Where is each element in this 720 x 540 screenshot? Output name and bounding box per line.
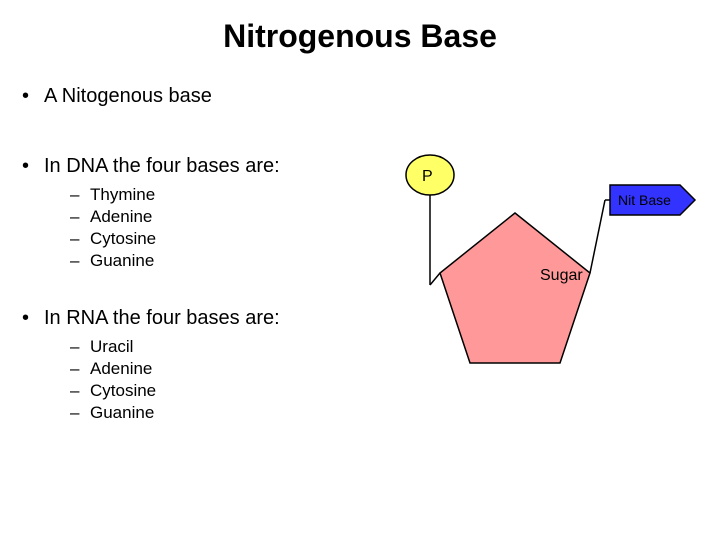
bullet-dna-item: –Cytosine [70, 229, 156, 249]
bullet-text: Cytosine [90, 381, 156, 400]
dash-marker: – [70, 185, 90, 205]
bullet-text: Thymine [90, 185, 155, 204]
nucleotide-svg: P Sugar Nit Base [380, 145, 710, 375]
bullet-nitogenous: •A Nitogenous base [22, 85, 212, 108]
nitbase-label: Nit Base [618, 192, 671, 208]
bullet-dna: •In DNA the four bases are: [22, 155, 280, 178]
bullet-dna-item: –Thymine [70, 185, 155, 205]
phosphate-label: P [422, 168, 433, 185]
bullet-text: A Nitogenous base [44, 85, 212, 107]
bullet-text: Cytosine [90, 229, 156, 248]
bullet-dna-item: –Adenine [70, 207, 152, 227]
dash-marker: – [70, 251, 90, 271]
bullet-marker: • [22, 155, 44, 178]
dash-marker: – [70, 381, 90, 401]
bullet-text: Guanine [90, 403, 154, 422]
bullet-text: In RNA the four bases are: [44, 307, 280, 329]
dash-marker: – [70, 337, 90, 357]
bullet-rna-item: –Adenine [70, 359, 152, 379]
bullet-marker: • [22, 307, 44, 330]
bullet-marker: • [22, 85, 44, 108]
dash-marker: – [70, 229, 90, 249]
connector-sugar-base [590, 200, 605, 273]
dash-marker: – [70, 403, 90, 423]
bullet-text: In DNA the four bases are: [44, 155, 280, 177]
dash-marker: – [70, 359, 90, 379]
bullet-text: Adenine [90, 359, 152, 378]
bullet-text: Adenine [90, 207, 152, 226]
sugar-label: Sugar [540, 267, 583, 284]
dash-marker: – [70, 207, 90, 227]
bullet-text: Uracil [90, 337, 133, 356]
sugar-pentagon [440, 213, 590, 363]
bullet-rna-item: –Cytosine [70, 381, 156, 401]
bullet-rna-item: –Guanine [70, 403, 154, 423]
bullet-rna: •In RNA the four bases are: [22, 307, 280, 330]
bullet-text: Guanine [90, 251, 154, 270]
nucleotide-diagram: P Sugar Nit Base [380, 145, 710, 375]
connector-phosphate-sugar-b [430, 273, 440, 285]
page-title: Nitrogenous Base [0, 18, 720, 55]
bullet-dna-item: –Guanine [70, 251, 154, 271]
bullet-rna-item: –Uracil [70, 337, 133, 357]
